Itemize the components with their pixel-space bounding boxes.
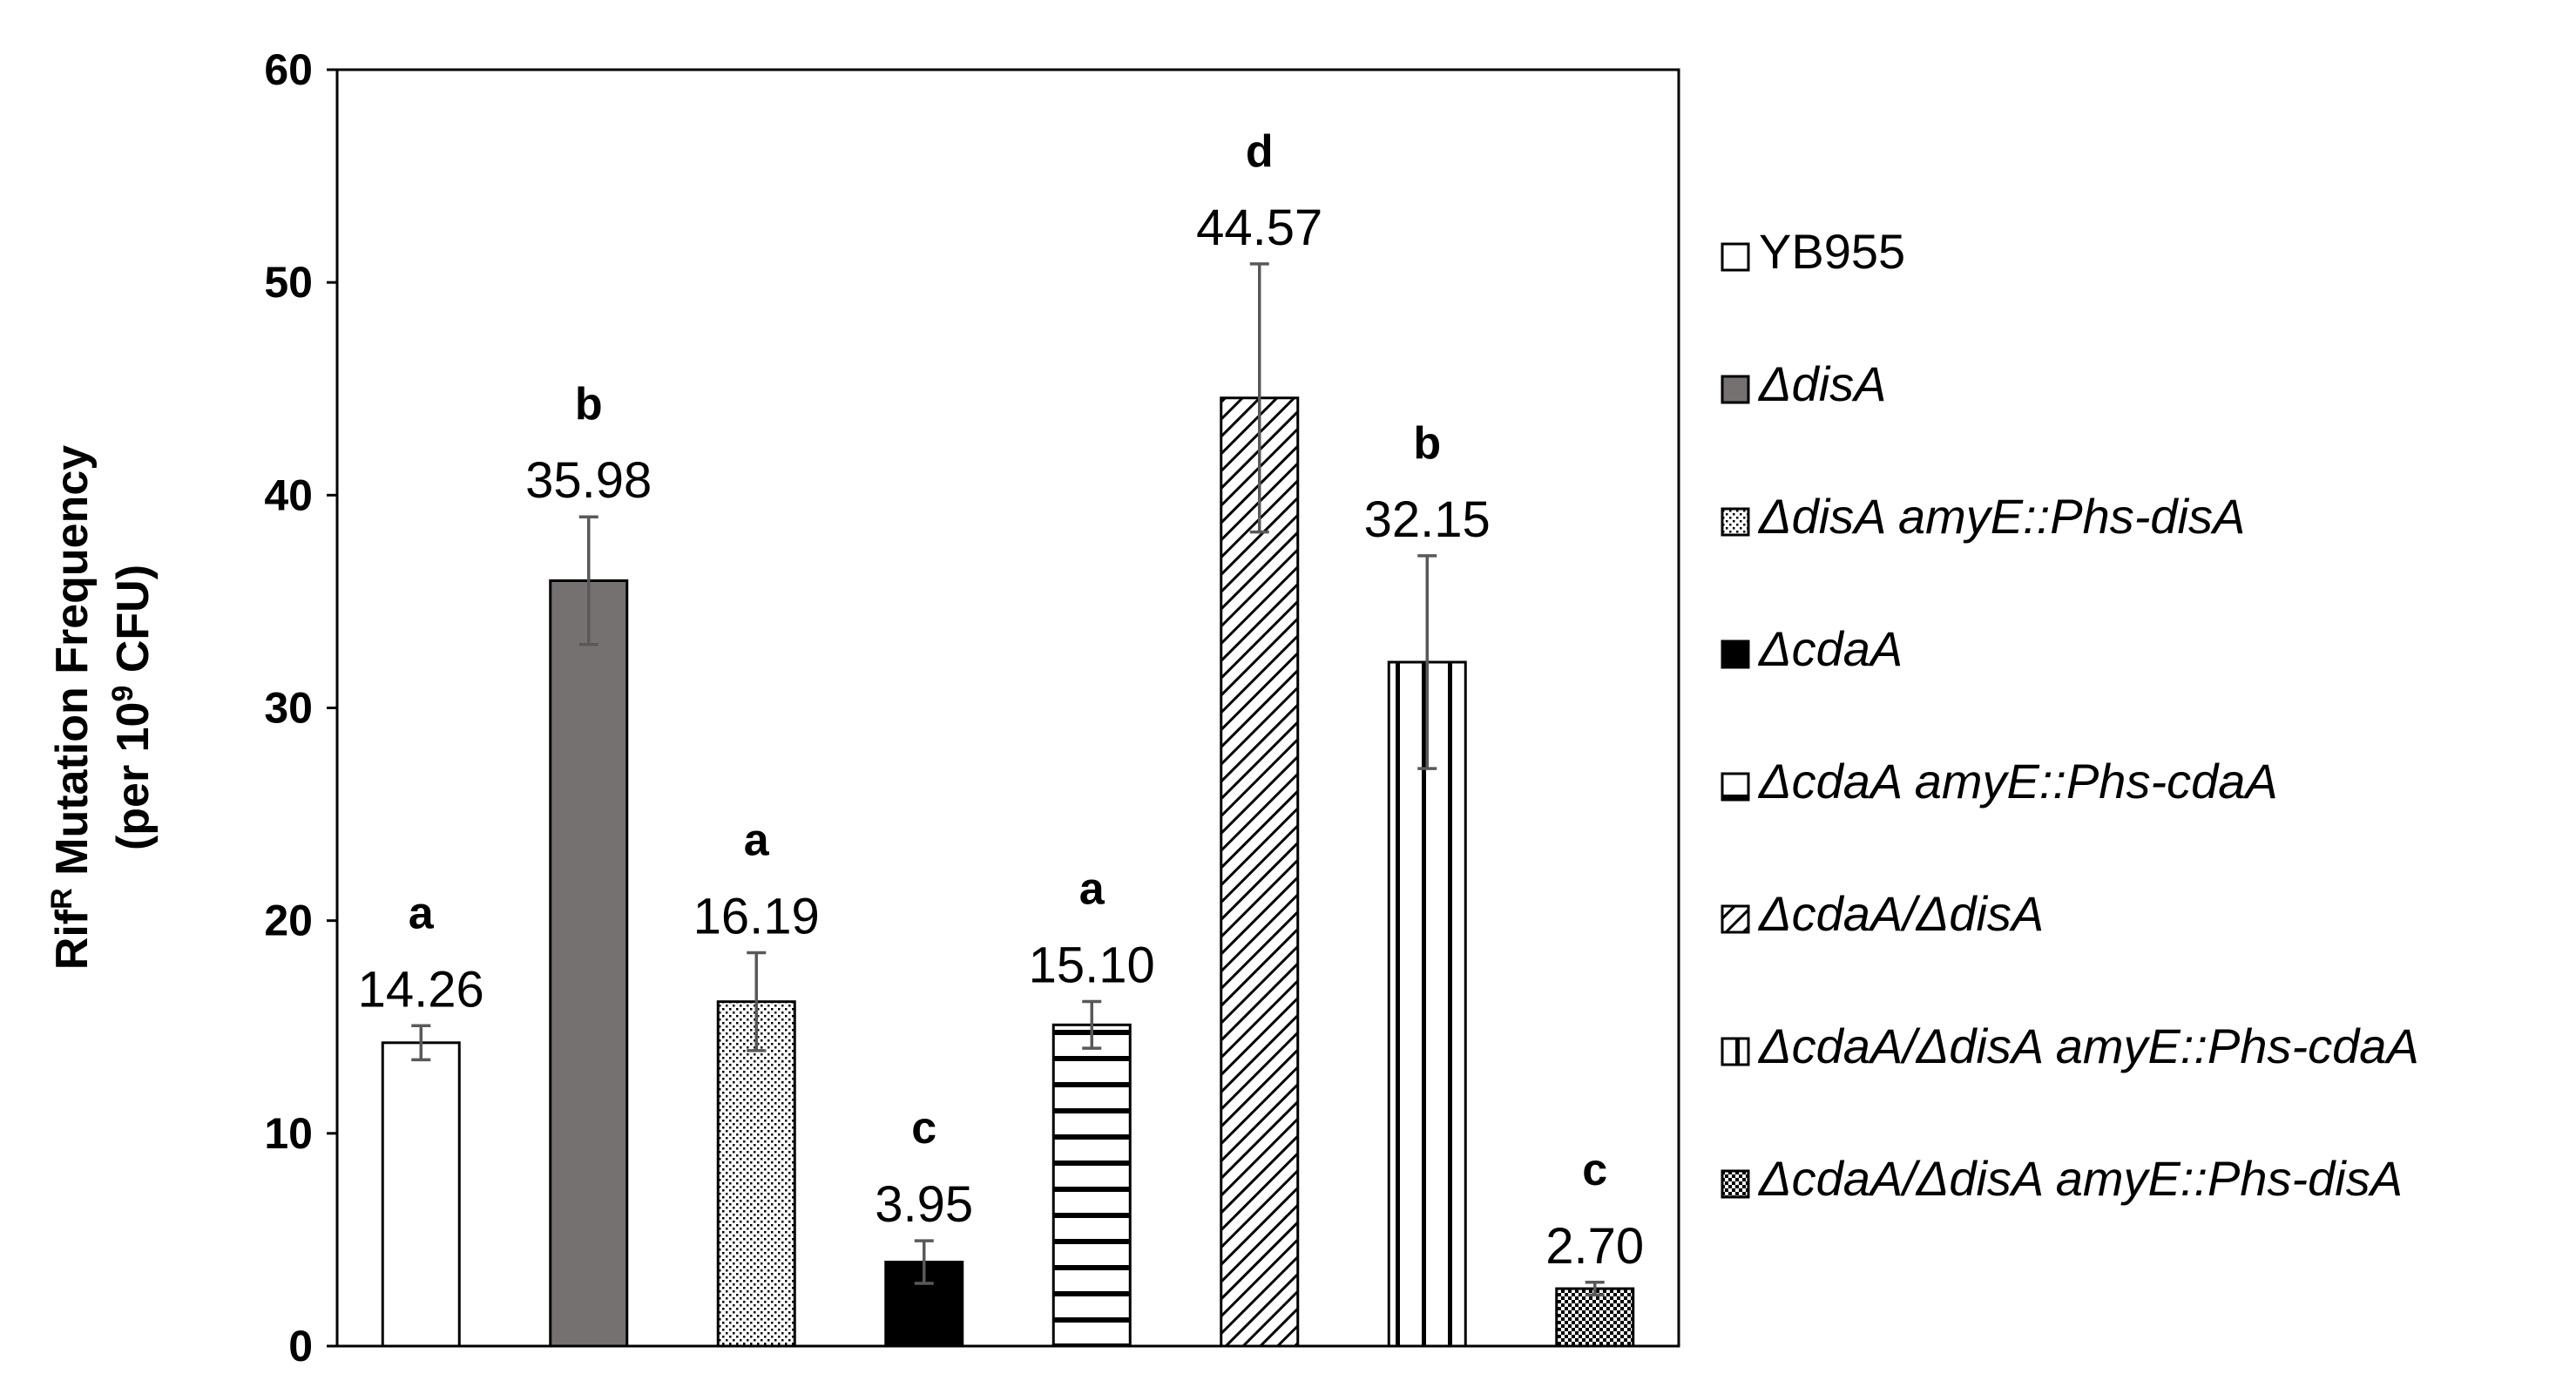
- significance-letter: b: [575, 379, 603, 430]
- significance-letter: c: [911, 1103, 936, 1154]
- y-tick-label: 30: [264, 684, 313, 733]
- legend-label: ΔcdaA/ΔdisA amyE::Phs-disA: [1757, 1151, 2403, 1206]
- legend-label: ΔcdaA/ΔdisA: [1757, 886, 2044, 941]
- plot-area-border: [335, 68, 1680, 1348]
- legend-item: ΔcdaA/ΔdisA: [1721, 886, 2044, 941]
- legend-item: ΔcdaA/ΔdisA amyE::Phs-disA: [1721, 1151, 2403, 1206]
- bar: [549, 579, 629, 1348]
- legend-label: ΔcdaA: [1757, 621, 1903, 676]
- data-label: 16.19: [693, 889, 820, 945]
- legend-label: ΔcdaA/ΔdisA amyE::Phs-cdaA: [1757, 1018, 2419, 1073]
- legend-item: ΔdisA amyE::Phs-disA: [1721, 489, 2245, 544]
- data-label: 35.98: [525, 452, 652, 509]
- error-bar: [1249, 262, 1269, 534]
- significance-letter: d: [1246, 126, 1274, 177]
- legend-item: ΔcdaA amyE::Phs-cdaA: [1721, 754, 2278, 809]
- bar: [1555, 1287, 1635, 1348]
- significance-letter: c: [1582, 1145, 1607, 1195]
- y-tick-label: 50: [264, 258, 313, 307]
- data-label: 2.70: [1545, 1218, 1644, 1275]
- bar: [381, 1041, 461, 1348]
- bar: [716, 1000, 796, 1348]
- y-axis-title: RifR Mutation Frequency (per 109 CFU): [45, 445, 159, 970]
- error-bar: [1585, 1281, 1605, 1297]
- data-label: 15.10: [1029, 937, 1155, 993]
- significance-letter: a: [1079, 863, 1105, 914]
- data-label: 3.95: [875, 1176, 973, 1233]
- data-label: 32.15: [1364, 491, 1491, 548]
- legend-item: YB955: [1721, 224, 1905, 279]
- legend-label: YB955: [1759, 224, 1905, 279]
- significance-letter: a: [409, 888, 435, 938]
- legend-swatch: [1721, 507, 1750, 537]
- legend-swatch: [1721, 375, 1750, 404]
- y-axis-title-line1: RifR Mutation Frequency: [45, 445, 98, 970]
- significance-letter: a: [744, 815, 770, 866]
- y-tick-label: 0: [288, 1322, 313, 1370]
- y-tick-label: 60: [264, 45, 313, 94]
- data-label: 14.26: [358, 961, 484, 1018]
- error-bar: [1417, 554, 1437, 770]
- y-tick-label: 40: [264, 470, 313, 519]
- legend-swatch: [1721, 1169, 1750, 1199]
- legend-label: ΔdisA: [1757, 356, 1887, 411]
- legend-item: ΔcdaA/ΔdisA amyE::Phs-cdaA: [1721, 1018, 2419, 1073]
- y-axis: 0 10 20 30 40 50 60: [264, 45, 337, 1370]
- error-bar: [578, 515, 598, 646]
- error-bar: [1082, 999, 1102, 1050]
- bars: 14.26 a 35.98 b 16.19 a 3.95 c 15.10 a 44.57 d 32.15…: [358, 126, 1644, 1348]
- y-tick-label: 20: [264, 897, 313, 945]
- error-bar: [411, 1024, 431, 1062]
- bar: [1220, 396, 1300, 1348]
- legend-label: ΔdisA amyE::Phs-disA: [1757, 489, 2245, 544]
- legend-swatch: [1721, 1037, 1750, 1066]
- legend-swatch: [1721, 772, 1750, 802]
- bar: [1051, 1023, 1132, 1348]
- data-label: 44.57: [1196, 200, 1322, 256]
- legend-swatch: [1721, 242, 1750, 272]
- legend-swatch: [1721, 904, 1750, 934]
- y-axis-title-line2: (per 109 CFU): [106, 565, 159, 850]
- legend-item: ΔcdaA: [1721, 621, 1903, 676]
- legend-swatch: [1721, 639, 1750, 669]
- legend-item: ΔdisA: [1721, 356, 1887, 411]
- error-bar: [914, 1239, 934, 1285]
- legend-label: ΔcdaA amyE::Phs-cdaA: [1757, 754, 2278, 809]
- y-tick-label: 10: [264, 1109, 313, 1158]
- error-bar: [747, 951, 767, 1052]
- significance-letter: b: [1413, 418, 1441, 469]
